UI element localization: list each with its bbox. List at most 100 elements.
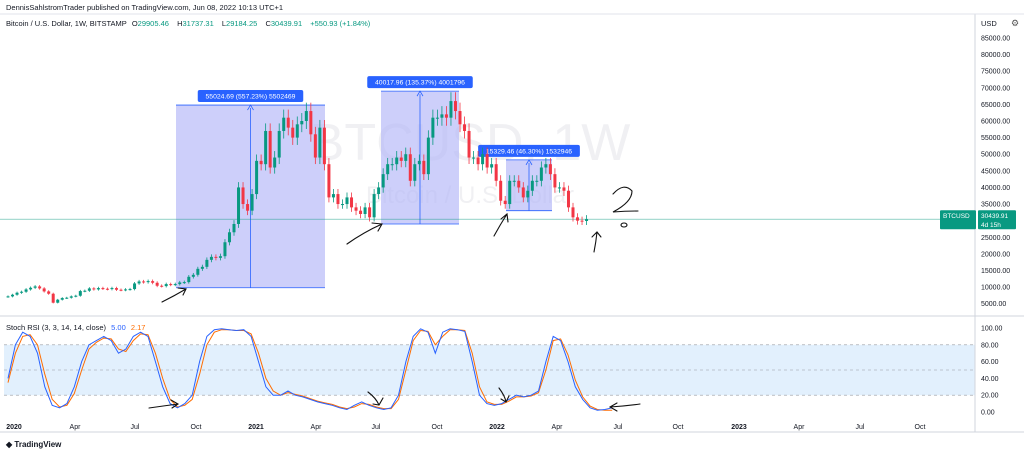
y-tick-label: 45000.00	[981, 168, 1010, 175]
candle-body	[354, 207, 358, 211]
ohlc-open: O29905.46	[131, 19, 169, 28]
x-tick-label: 2023	[731, 424, 747, 431]
x-tick-label: Apr	[70, 424, 82, 431]
candle-body	[114, 288, 118, 290]
candle-body	[128, 289, 132, 291]
price-value-bg	[978, 210, 1016, 230]
ohlc-high: H31737.31	[177, 19, 214, 28]
candle-body	[526, 190, 530, 198]
candle-body	[431, 117, 435, 138]
candle-body	[571, 207, 575, 218]
rsi-tick-label: 80.00	[981, 342, 999, 349]
candlestick-series	[6, 92, 589, 304]
candle-body	[309, 111, 313, 135]
candle-body	[300, 121, 304, 125]
symbol-watermark: BTCUSD, 1W Bitcoin / U.S. Dollar	[310, 114, 631, 209]
x-tick-label: Apr	[552, 424, 564, 431]
x-tick-label: Jul	[856, 424, 865, 431]
price-tag: BTCUSD 30439.91 4d 15h	[940, 210, 1016, 230]
candle-body	[426, 137, 430, 175]
candle-body	[408, 154, 412, 181]
candle-body	[124, 289, 128, 291]
candle-body	[548, 164, 552, 175]
price-tag-symbol: BTCUSD	[943, 213, 970, 220]
y-tick-label: 40000.00	[981, 185, 1010, 192]
arrow-annotation	[161, 287, 187, 303]
candle-body	[336, 194, 340, 205]
candle-body	[110, 288, 114, 290]
range-label: 15329.46 (46.30%) 1532946	[486, 148, 572, 155]
candle-body	[142, 281, 146, 283]
x-tick-label: Apr	[311, 424, 323, 431]
price-change: +550.93 (+1.84%)	[310, 19, 371, 28]
candle-body	[20, 291, 24, 293]
candle-body	[218, 256, 222, 258]
candle-body	[372, 194, 376, 218]
candle-body	[562, 187, 566, 191]
candle-body	[481, 154, 485, 165]
gear-icon[interactable]: ⚙	[1011, 18, 1020, 28]
candle-body	[268, 130, 272, 168]
candle-body	[399, 157, 403, 161]
range-arrow-head	[416, 90, 424, 97]
candle-body	[255, 160, 259, 195]
arrow-annotation	[148, 399, 180, 409]
candle-body	[295, 124, 299, 138]
y-tick-label: 60000.00	[981, 119, 1010, 126]
candle-body	[350, 197, 354, 208]
x-tick-label: Oct	[915, 424, 926, 431]
candle-body	[395, 157, 399, 165]
candle-body	[544, 164, 548, 168]
candle-body	[178, 282, 182, 285]
candle-body	[576, 217, 580, 221]
stoch-rsi-pane	[4, 328, 975, 411]
x-tick-label: Oct	[673, 424, 684, 431]
candle-body	[282, 117, 286, 131]
x-tick-label: 2021	[248, 424, 264, 431]
candle-body	[557, 187, 561, 189]
hand-drawn-annotations	[148, 186, 641, 412]
rsi-tick-label: 20.00	[981, 393, 999, 400]
symbol-title[interactable]: Bitcoin / U.S. Dollar, 1W, BITSTAMP	[6, 19, 127, 28]
candle-body	[277, 130, 281, 158]
candle-body	[368, 207, 372, 218]
arrow-annotation	[591, 231, 602, 253]
symbol-legend: Bitcoin / U.S. Dollar, 1W, BITSTAMP O299…	[6, 19, 373, 28]
candle-body	[83, 290, 87, 292]
candle-body	[69, 296, 73, 298]
y-tick-label: 70000.00	[981, 85, 1010, 92]
range-arrow-head	[247, 104, 254, 111]
tradingview-logo[interactable]: ◆ TradingView	[6, 440, 61, 449]
arrow-annotation	[367, 391, 384, 406]
currency-label[interactable]: USD	[981, 19, 997, 28]
y-tick-label: 20000.00	[981, 251, 1010, 258]
x-tick-label: 2022	[489, 424, 505, 431]
candle-body	[51, 293, 55, 303]
logo-mark: ◆	[6, 440, 13, 449]
candle-body	[133, 283, 137, 290]
candle-body	[33, 286, 37, 288]
ohlc-low: L29184.25	[221, 19, 258, 28]
candle-body	[214, 256, 218, 258]
indicator-title: Stoch RSI (3, 3, 14, 14, close)	[6, 323, 107, 332]
candle-body	[331, 194, 335, 198]
candle-body	[390, 164, 394, 166]
indicator-k-value: 5.00	[111, 323, 126, 332]
y-tick-label: 80000.00	[981, 52, 1010, 59]
candle-body	[340, 204, 344, 206]
indicator-legend[interactable]: Stoch RSI (3, 3, 14, 14, close) 5.00 2.1…	[6, 323, 145, 332]
candle-body	[223, 242, 227, 257]
candle-body	[517, 180, 521, 188]
candle-body	[494, 164, 498, 181]
candle-body	[553, 174, 557, 188]
candle-body	[187, 276, 191, 283]
candle-body	[286, 117, 290, 128]
x-tick-label: 2020	[6, 424, 22, 431]
candle-body	[318, 127, 322, 158]
candle-body	[146, 281, 150, 283]
candle-body	[359, 210, 363, 215]
ohlc-high-value: 31737.31	[182, 19, 214, 28]
question-mark-annotation	[612, 186, 639, 213]
candle-body	[151, 281, 155, 283]
